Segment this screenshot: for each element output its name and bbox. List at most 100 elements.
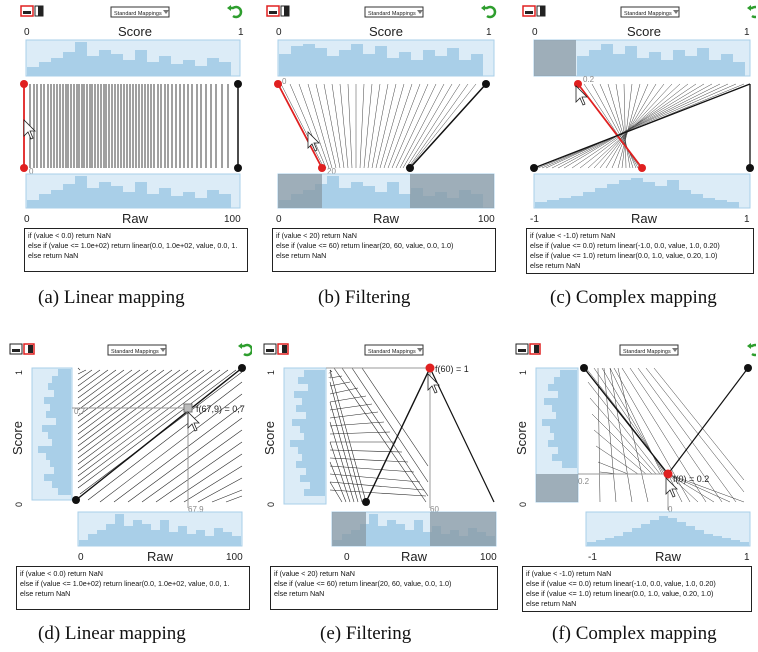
control-point-active[interactable]: [663, 469, 673, 479]
control-point-active[interactable]: [274, 80, 282, 88]
raw-histogram-bars: [587, 516, 749, 546]
mapping-area: [28, 84, 234, 168]
mapping-edge[interactable]: [429, 367, 495, 503]
standard-mappings-dropdown[interactable]: [364, 6, 424, 18]
filtered-region: [536, 474, 578, 502]
toggle-vertical-icon-bar: [282, 345, 287, 353]
raw-max-label: 100: [478, 214, 495, 225]
score-axis-label: Score: [514, 421, 529, 455]
raw-max-label: 100: [480, 552, 497, 563]
score-histogram-bars: [542, 370, 577, 468]
code-line: else return NaN: [28, 251, 79, 260]
undo-icon[interactable]: [750, 343, 758, 357]
standard-mappings-label: Standard Mappings: [623, 349, 671, 355]
panel-e-mapping-view[interactable]: Standard Mappings 1 0 Score f(60) = 1 1 …: [262, 342, 500, 564]
control-point[interactable]: [72, 496, 80, 504]
standard-mappings-dropdown[interactable]: [619, 344, 679, 356]
score-histogram-bars: [279, 44, 483, 76]
raw-min-label: -1: [588, 552, 597, 563]
panel-f-mapping-view[interactable]: Standard Mappings 1 0 Score f(0) = 0.2 0…: [514, 342, 758, 564]
control-point[interactable]: [234, 80, 242, 88]
mapping-edge[interactable]: [75, 367, 243, 501]
score-min-label: 0: [518, 502, 528, 507]
control-point-active[interactable]: [20, 164, 28, 172]
standard-mappings-dropdown[interactable]: [107, 344, 167, 356]
mapping-edge-active[interactable]: [277, 83, 323, 169]
code-line: else if (value <= 60) return linear(20, …: [276, 241, 454, 250]
control-point-active[interactable]: [318, 164, 326, 172]
panel-b-mapping-view[interactable]: Standard Mappings 0 1 Score 0 20 0 100 R…: [266, 4, 498, 226]
code-line: if (value < 0.0) return NaN: [20, 569, 103, 578]
control-point[interactable]: [580, 364, 588, 372]
undo-icon[interactable]: [230, 5, 243, 19]
undo-icon-head: [747, 343, 751, 349]
control-point[interactable]: [744, 364, 752, 372]
code-line: else return NaN: [276, 251, 327, 260]
toggle-vertical-icon-bar: [284, 6, 289, 16]
standard-mappings-dropdown[interactable]: [364, 344, 424, 356]
score-axis-label: Score: [118, 24, 152, 39]
score-axis-label: Score: [262, 421, 277, 455]
mapping-edge-active[interactable]: [577, 83, 643, 169]
mapping-edge[interactable]: [533, 83, 751, 169]
filtered-region: [430, 512, 496, 546]
undo-icon[interactable]: [241, 343, 254, 357]
mapping-edge[interactable]: [409, 83, 487, 169]
mouse-cursor-icon: [427, 373, 440, 394]
probe-point[interactable]: [183, 403, 193, 413]
score-min-label: 0: [276, 27, 282, 38]
panel-c-mapping-view[interactable]: Standard Mappings 0 1 Score 0.2 -1 1 Raw: [522, 4, 758, 226]
raw-axis-label: Raw: [373, 211, 400, 226]
score-max-label: 1: [486, 27, 492, 38]
control-point-active[interactable]: [574, 80, 582, 88]
toggle-horizontal-icon-bar: [269, 11, 277, 14]
score-min-label: 0: [266, 502, 276, 507]
raw-axis-label: Raw: [147, 549, 174, 564]
score-axis-label: Score: [627, 24, 661, 39]
panel-a-mapping-view[interactable]: Standard Mappings 0 1 Score 0 0 100 Raw: [20, 4, 250, 226]
point-value-label: 0: [282, 77, 287, 86]
code-line: else return NaN: [526, 599, 577, 608]
panel-d-mapping-view[interactable]: Standard Mappings 1 0 Score f(67,9) = 0,…: [8, 342, 254, 564]
code-line: if (value < 20) return NaN: [274, 569, 355, 578]
mouse-cursor-icon: [307, 131, 320, 152]
control-point-active[interactable]: [638, 164, 646, 172]
raw-axis-label: Raw: [655, 549, 682, 564]
score-max-label: 1: [14, 370, 24, 375]
mapping-code-box: if (value < 0.0) return NaN else if (val…: [24, 228, 248, 272]
score-max-label: 1: [518, 370, 528, 375]
raw-min-label: -1: [530, 214, 539, 225]
score-histogram-bars: [577, 44, 745, 76]
control-point[interactable]: [362, 498, 370, 506]
raw-max-label: 1: [744, 552, 750, 563]
score-max-label: 1: [266, 370, 276, 375]
filtered-region: [278, 174, 322, 208]
control-point-active[interactable]: [20, 80, 28, 88]
guide-x-label: 60: [430, 505, 439, 514]
undo-icon[interactable]: [750, 5, 758, 19]
control-point[interactable]: [234, 164, 242, 172]
control-point-active[interactable]: [425, 363, 435, 373]
undo-icon-head: [481, 5, 485, 11]
control-point[interactable]: [746, 164, 754, 172]
standard-mappings-dropdown[interactable]: [110, 6, 170, 18]
mapping-edge[interactable]: [365, 367, 431, 503]
control-point[interactable]: [406, 164, 414, 172]
mapping-edge[interactable]: [583, 367, 669, 475]
code-line: else if (value <= 1.0e+02) return linear…: [20, 579, 230, 588]
control-point[interactable]: [482, 80, 490, 88]
toggle-horizontal-icon-bar: [266, 349, 274, 352]
score-histogram-bars: [290, 370, 325, 496]
mapping-code-box: if (value < -1.0) return NaN else if (va…: [522, 566, 752, 612]
raw-histogram-bars: [79, 514, 241, 546]
standard-mappings-label: Standard Mappings: [368, 349, 416, 355]
undo-icon[interactable]: [484, 5, 497, 19]
control-point[interactable]: [530, 164, 538, 172]
mapping-edge[interactable]: [667, 367, 749, 475]
control-point[interactable]: [238, 364, 246, 372]
code-line: if (value < -1.0) return NaN: [526, 569, 612, 578]
caption-b: (b) Filtering: [318, 287, 411, 308]
toggle-horizontal-icon-bar: [12, 349, 20, 352]
raw-min-label: 0: [24, 214, 30, 225]
standard-mappings-dropdown[interactable]: [620, 6, 680, 18]
